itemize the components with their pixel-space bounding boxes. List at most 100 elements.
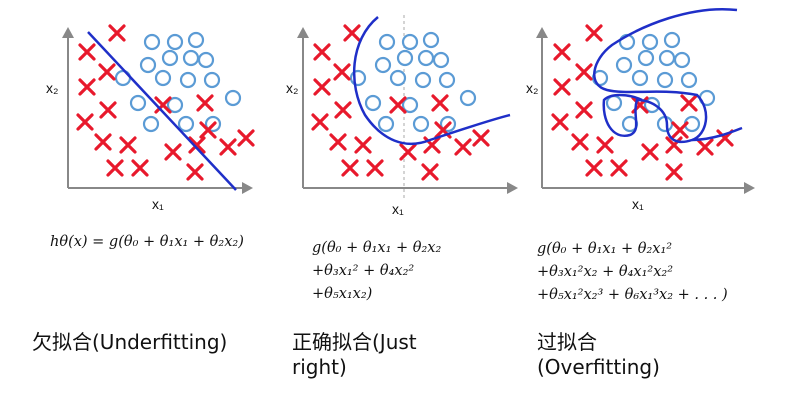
positive-sample-cross <box>454 138 472 156</box>
formula-line: hθ(x) = g(θ₀ + θ₁x₁ + θ₂x₂) <box>50 234 244 250</box>
formula-line: +θ₃x₁² + θ₄x₂² <box>312 263 415 279</box>
positive-sample-cross <box>131 159 149 177</box>
caption-line: 过拟合 <box>537 330 597 354</box>
negative-sample-circle <box>378 33 396 51</box>
positive-sample-cross <box>575 63 593 81</box>
formula-line: +θ₅x₁²x₂³ + θ₆x₁³x₂ + . . . ) <box>537 287 728 303</box>
hypothesis-formula: g(θ₀ + θ₁x₁ + θ₂x₁² +θ₃x₁²x₂ + θ₄x₁²x₂² … <box>537 238 728 307</box>
linear-decision-boundary <box>87 31 237 191</box>
formula-line: g(θ₀ + θ₁x₁ + θ₂x₂ <box>312 240 442 256</box>
negative-sample-circle <box>658 49 676 67</box>
x-axis-label: x₁ <box>392 201 404 217</box>
negative-sample-circle <box>166 96 184 114</box>
scatter-plot-overfitting <box>536 8 755 194</box>
negative-sample-circle <box>417 49 435 67</box>
negative-sample-circle <box>364 94 382 112</box>
positive-sample-cross <box>98 63 116 81</box>
negative-sample-circle <box>177 115 195 133</box>
positive-sample-cross <box>311 113 329 131</box>
positive-sample-cross <box>341 159 359 177</box>
negative-sample-circle <box>179 71 197 89</box>
negative-sample-circle <box>143 33 161 51</box>
positive-sample-cross <box>431 94 449 112</box>
positive-sample-cross <box>108 24 126 42</box>
positive-sample-cross <box>399 143 417 161</box>
positive-sample-cross <box>571 133 589 151</box>
caption-overfitting: 过拟合 (Overfitting) <box>537 330 660 380</box>
caption-line: 正确拟合(Just <box>292 330 417 354</box>
positive-sample-cross <box>389 96 407 114</box>
negative-sample-circle <box>631 69 649 87</box>
negative-sample-circle <box>438 71 456 89</box>
positive-sample-cross <box>665 136 683 154</box>
positive-sample-cross <box>553 78 571 96</box>
positive-sample-cross <box>76 113 94 131</box>
negative-sample-circle <box>422 31 440 49</box>
positive-samples <box>311 24 490 181</box>
quadratic-decision-boundary <box>353 16 511 145</box>
x-axis-label: x₁ <box>152 196 164 212</box>
negative-sample-circle <box>680 71 698 89</box>
negative-sample-circle <box>182 49 200 67</box>
negative-sample-circle <box>161 49 179 67</box>
negative-sample-circle <box>139 56 157 74</box>
overfit-decision-boundary <box>593 8 738 144</box>
y-axis-arrow <box>297 27 309 38</box>
x-axis-arrow <box>507 182 518 194</box>
x-axis-arrow <box>242 182 253 194</box>
positive-sample-cross <box>186 163 204 181</box>
positive-sample-cross <box>329 133 347 151</box>
negative-sample-circle <box>605 94 623 112</box>
caption-line: 欠拟合(Underfitting) <box>32 330 228 354</box>
panel-just-right: x₂ x₁ g(θ₀ + θ₁x₁ + θ₂x₂ +θ₃x₁² + θ₄x₂² … <box>270 0 532 406</box>
negative-sample-circle <box>224 89 242 107</box>
positive-sample-cross <box>551 113 569 131</box>
negative-sample-circle <box>615 56 633 74</box>
panel-underfitting: x₂ x₁ hθ(x) = g(θ₀ + θ₁x₁ + θ₂x₂) 欠拟合(Un… <box>0 0 270 406</box>
y-axis-label: x₂ <box>526 80 539 96</box>
negative-samples <box>349 31 477 133</box>
positive-sample-cross <box>366 159 384 177</box>
positive-sample-cross <box>99 101 117 119</box>
y-axis-label: x₂ <box>286 80 299 96</box>
positive-sample-cross <box>333 63 351 81</box>
negative-sample-circle <box>142 115 160 133</box>
x-axis-label: x₁ <box>632 196 644 212</box>
positive-samples <box>551 24 734 181</box>
overfit-decision-boundary-tail <box>691 126 743 142</box>
negative-sample-circle <box>412 115 430 133</box>
panel-overfitting: x₂ x₁ g(θ₀ + θ₁x₁ + θ₂x₁² +θ₃x₁²x₂ + θ₄x… <box>526 0 796 406</box>
positive-sample-cross <box>596 136 614 154</box>
positive-sample-cross <box>199 121 217 139</box>
x-axis-arrow <box>744 182 755 194</box>
positive-sample-cross <box>641 143 659 161</box>
negative-sample-circle <box>197 51 215 69</box>
positive-sample-cross <box>334 101 352 119</box>
scatter-plot-underfitting <box>62 24 255 194</box>
hypothesis-formula: hθ(x) = g(θ₀ + θ₁x₁ + θ₂x₂) <box>50 231 244 254</box>
positive-sample-cross <box>585 24 603 42</box>
positive-sample-cross <box>665 163 683 181</box>
positive-samples <box>76 24 255 181</box>
negative-sample-circle <box>389 69 407 87</box>
negative-sample-circle <box>166 33 184 51</box>
positive-sample-cross <box>680 94 698 112</box>
negative-sample-circle <box>374 56 392 74</box>
positive-sample-cross <box>354 136 372 154</box>
negative-sample-circle <box>377 115 395 133</box>
negative-sample-circle <box>663 31 681 49</box>
y-axis-arrow <box>536 27 548 38</box>
positive-sample-cross <box>553 43 571 61</box>
positive-sample-cross <box>119 136 137 154</box>
y-axis-arrow <box>62 27 74 38</box>
positive-sample-cross <box>188 136 206 154</box>
positive-sample-cross <box>78 43 96 61</box>
negative-sample-circle <box>401 33 419 51</box>
positive-sample-cross <box>313 78 331 96</box>
negative-samples <box>114 31 242 133</box>
positive-sample-cross <box>585 159 603 177</box>
y-axis-label: x₂ <box>46 80 59 96</box>
positive-sample-cross <box>313 43 331 61</box>
negative-samples <box>591 31 716 133</box>
formula-line: +θ₅x₁x₂) <box>312 286 373 302</box>
